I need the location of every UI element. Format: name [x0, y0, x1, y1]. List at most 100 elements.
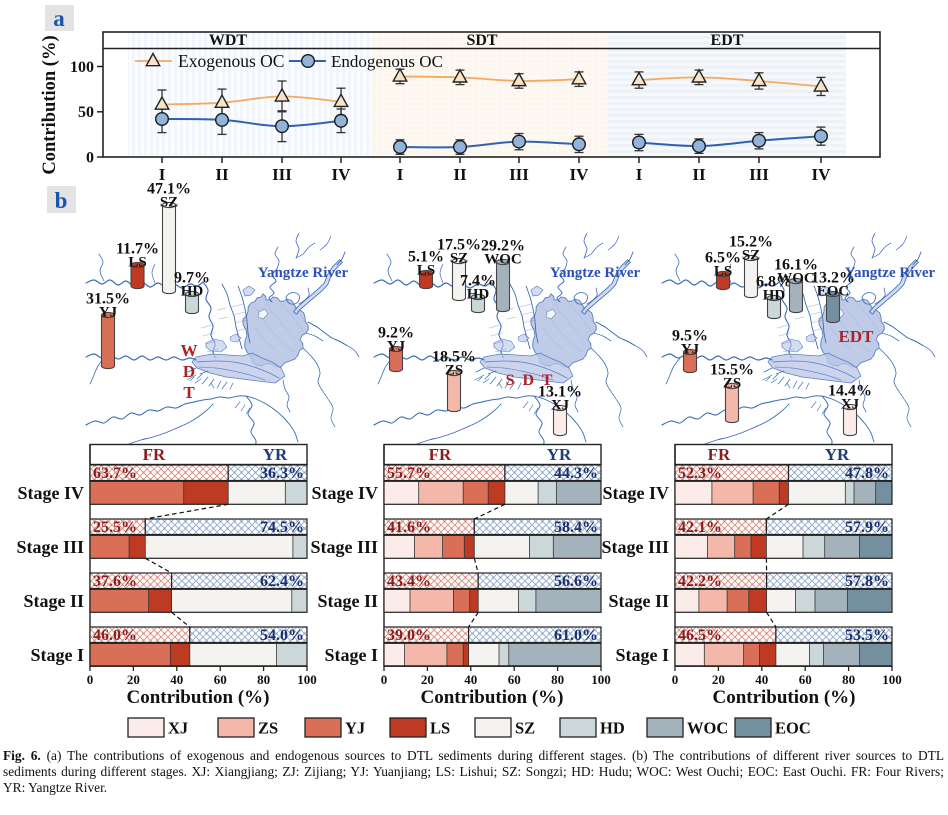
- svg-text:60: 60: [508, 672, 521, 687]
- svg-text:Stage IV: Stage IV: [603, 483, 670, 503]
- svg-text:61.0%: 61.0%: [554, 627, 598, 644]
- svg-text:Contribution (%): Contribution (%): [712, 687, 855, 708]
- svg-text:EDT: EDT: [839, 327, 875, 346]
- svg-text:Stage I: Stage I: [325, 645, 379, 665]
- svg-text:FR: FR: [708, 445, 731, 464]
- svg-text:41.6%: 41.6%: [387, 519, 431, 536]
- svg-text:Exogenous OC: Exogenous OC: [178, 51, 284, 71]
- svg-text:Stage IV: Stage IV: [18, 483, 85, 503]
- svg-text:100: 100: [70, 59, 94, 76]
- svg-text:43.4%: 43.4%: [387, 573, 431, 590]
- svg-text:I: I: [636, 165, 643, 184]
- svg-text:58.4%: 58.4%: [554, 519, 598, 536]
- svg-text:Yangtze River: Yangtze River: [258, 265, 349, 281]
- svg-text:YR: YR: [547, 445, 572, 464]
- svg-text:III: III: [749, 165, 769, 184]
- svg-text:0: 0: [87, 672, 94, 687]
- svg-text:63.7%: 63.7%: [93, 465, 137, 482]
- svg-text:IV: IV: [812, 165, 832, 184]
- svg-text:W: W: [181, 341, 198, 360]
- svg-text:EDT: EDT: [711, 32, 744, 49]
- svg-text:Contribution (%): Contribution (%): [40, 35, 60, 174]
- svg-text:YJ: YJ: [387, 339, 406, 355]
- svg-text:HD: HD: [467, 287, 490, 303]
- svg-text:50: 50: [78, 104, 94, 121]
- svg-text:II: II: [215, 165, 229, 184]
- svg-text:YJ: YJ: [681, 342, 700, 358]
- svg-text:20: 20: [421, 672, 434, 687]
- svg-text:20: 20: [712, 672, 725, 687]
- svg-text:40: 40: [755, 672, 768, 687]
- svg-text:Yangtze River: Yangtze River: [845, 265, 936, 281]
- svg-text:SZ: SZ: [742, 248, 760, 264]
- svg-text:HD: HD: [181, 284, 204, 300]
- svg-text:IV: IV: [570, 165, 590, 184]
- svg-text:LS: LS: [417, 263, 435, 279]
- svg-text:Stage I: Stage I: [31, 645, 85, 665]
- svg-text:a: a: [53, 6, 65, 31]
- svg-text:62.4%: 62.4%: [260, 573, 304, 590]
- svg-text:42.2%: 42.2%: [678, 573, 722, 590]
- svg-text:100: 100: [297, 672, 317, 687]
- svg-text:20: 20: [127, 672, 140, 687]
- svg-text:47.8%: 47.8%: [845, 465, 889, 482]
- svg-text:LS: LS: [128, 255, 146, 271]
- svg-text:FR: FR: [143, 445, 166, 464]
- svg-text:XJ: XJ: [168, 719, 188, 738]
- svg-text:Stage II: Stage II: [317, 591, 378, 611]
- svg-text:SZ: SZ: [515, 719, 535, 738]
- svg-text:FR: FR: [429, 445, 452, 464]
- svg-text:HD: HD: [763, 288, 786, 304]
- svg-text:55.7%: 55.7%: [387, 465, 431, 482]
- svg-text:LS: LS: [430, 719, 450, 738]
- svg-text:Stage III: Stage III: [16, 537, 84, 557]
- svg-text:54.0%: 54.0%: [260, 627, 304, 644]
- svg-text:39.0%: 39.0%: [387, 627, 431, 644]
- svg-text:Contribution (%): Contribution (%): [420, 687, 563, 708]
- svg-text:b: b: [55, 188, 68, 213]
- svg-text:Stage I: Stage I: [616, 645, 670, 665]
- svg-text:40: 40: [170, 672, 183, 687]
- svg-text:II: II: [453, 165, 467, 184]
- svg-text:56.6%: 56.6%: [554, 573, 598, 590]
- svg-text:EOC: EOC: [775, 719, 811, 738]
- svg-text:T: T: [183, 383, 195, 402]
- svg-text:57.8%: 57.8%: [845, 573, 889, 590]
- svg-text:ZS: ZS: [723, 376, 741, 392]
- svg-text:42.1%: 42.1%: [678, 519, 722, 536]
- svg-text:80: 80: [257, 672, 270, 687]
- svg-text:Endogenous OC: Endogenous OC: [331, 52, 443, 71]
- svg-text:Stage III: Stage III: [601, 537, 669, 557]
- svg-text:IV: IV: [332, 165, 352, 184]
- svg-text:SZ: SZ: [160, 195, 178, 211]
- svg-text:0: 0: [86, 150, 94, 167]
- svg-text:80: 80: [551, 672, 564, 687]
- svg-text:YJ: YJ: [345, 719, 365, 738]
- svg-text:EOC: EOC: [817, 284, 850, 300]
- svg-text:HD: HD: [600, 719, 625, 738]
- svg-text:LS: LS: [714, 264, 732, 280]
- svg-text:52.3%: 52.3%: [678, 465, 722, 482]
- svg-text:XJ: XJ: [551, 398, 570, 414]
- svg-text:37.6%: 37.6%: [93, 573, 137, 590]
- svg-text:60: 60: [214, 672, 227, 687]
- svg-text:Contribution (%): Contribution (%): [126, 687, 269, 708]
- svg-text:I: I: [397, 165, 404, 184]
- svg-text:36.3%: 36.3%: [260, 465, 304, 482]
- svg-text:WOC: WOC: [777, 271, 815, 287]
- svg-text:Stage II: Stage II: [23, 591, 84, 611]
- svg-text:Stage II: Stage II: [608, 591, 669, 611]
- svg-text:II: II: [692, 165, 706, 184]
- svg-text:57.9%: 57.9%: [845, 519, 889, 536]
- svg-text:0: 0: [672, 672, 679, 687]
- svg-text:XJ: XJ: [841, 397, 860, 413]
- svg-text:Stage III: Stage III: [310, 537, 378, 557]
- svg-text:YR: YR: [263, 445, 288, 464]
- svg-text:60: 60: [799, 672, 812, 687]
- svg-text:III: III: [509, 165, 529, 184]
- svg-text:SDT: SDT: [466, 32, 497, 49]
- svg-text:53.5%: 53.5%: [845, 627, 889, 644]
- svg-text:ZS: ZS: [445, 363, 463, 379]
- svg-text:WDT: WDT: [209, 32, 248, 49]
- svg-text:III: III: [272, 165, 292, 184]
